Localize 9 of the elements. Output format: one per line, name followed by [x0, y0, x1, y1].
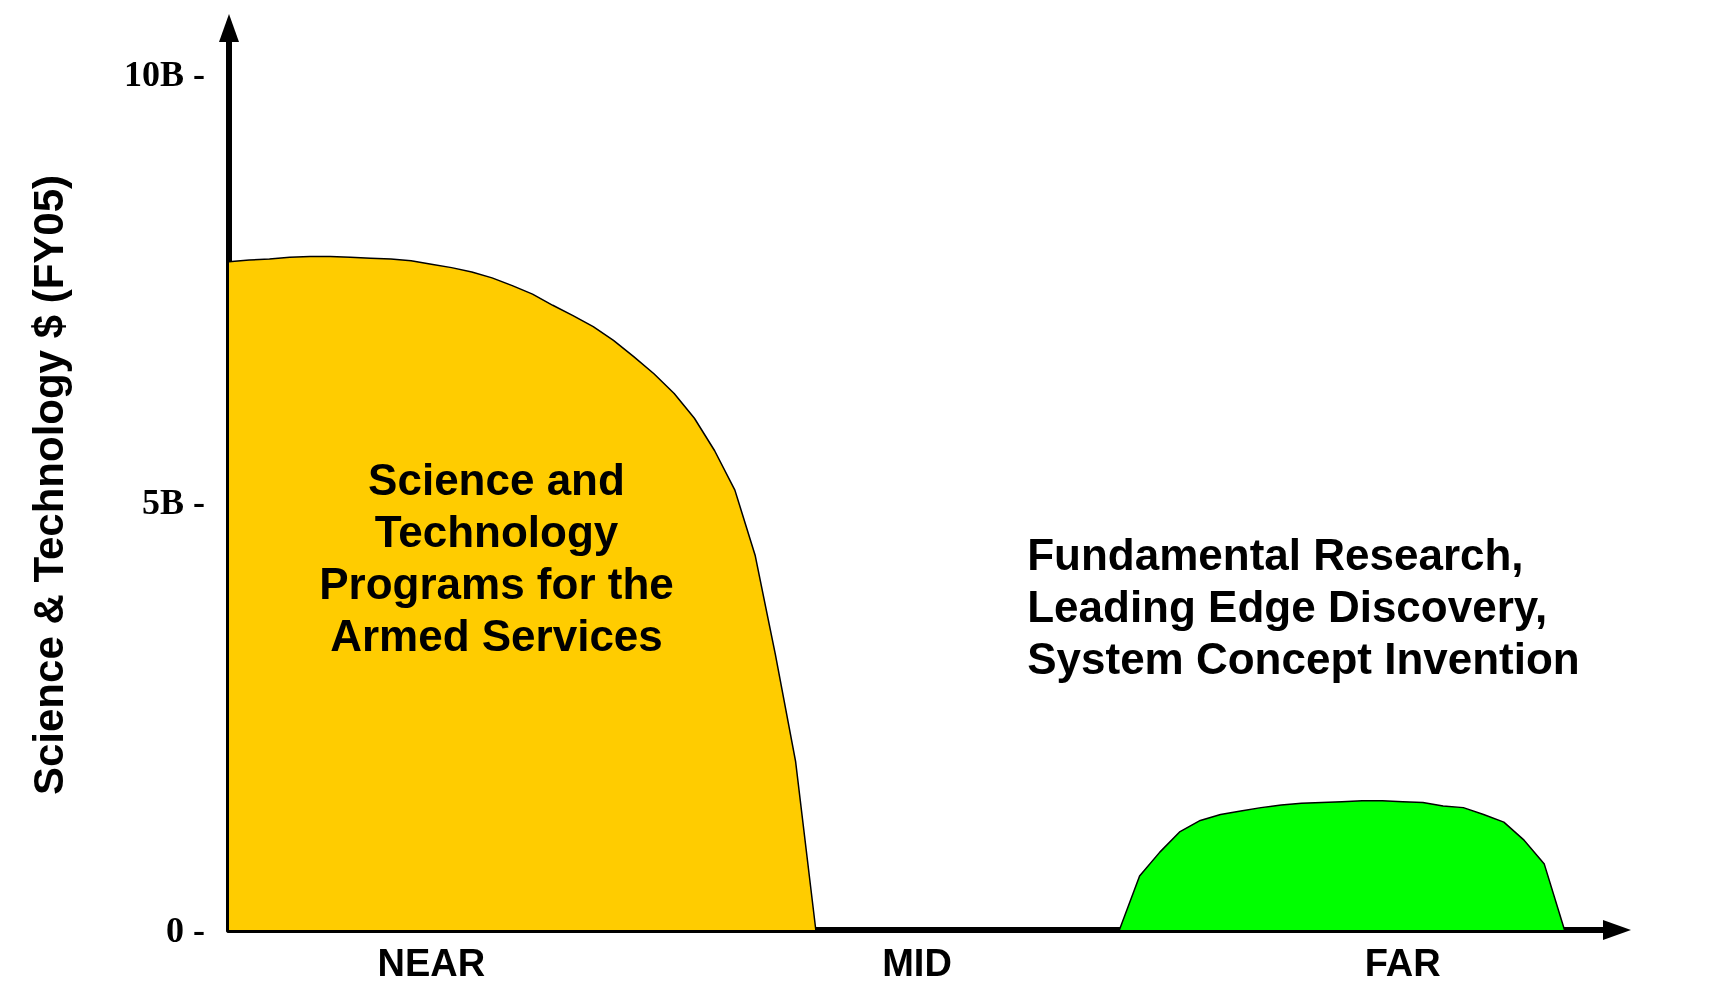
x-tick-label: MID — [882, 942, 952, 984]
x-tick-label: NEAR — [377, 942, 486, 984]
y-axis-title: Science & Technology $ (FY05) — [24, 174, 72, 796]
y-tick-label: 5B - — [142, 482, 205, 523]
x-tick-label: FAR — [1364, 942, 1441, 984]
annotation: Fundamental Research, Leading Edge Discovery, System Concept Invention — [1027, 530, 1580, 684]
annotation: Science and Technology Programs for the Armed Services — [319, 454, 674, 660]
y-tick-label: 0 - — [166, 910, 205, 950]
y-tick-label: 10B - — [124, 54, 205, 95]
